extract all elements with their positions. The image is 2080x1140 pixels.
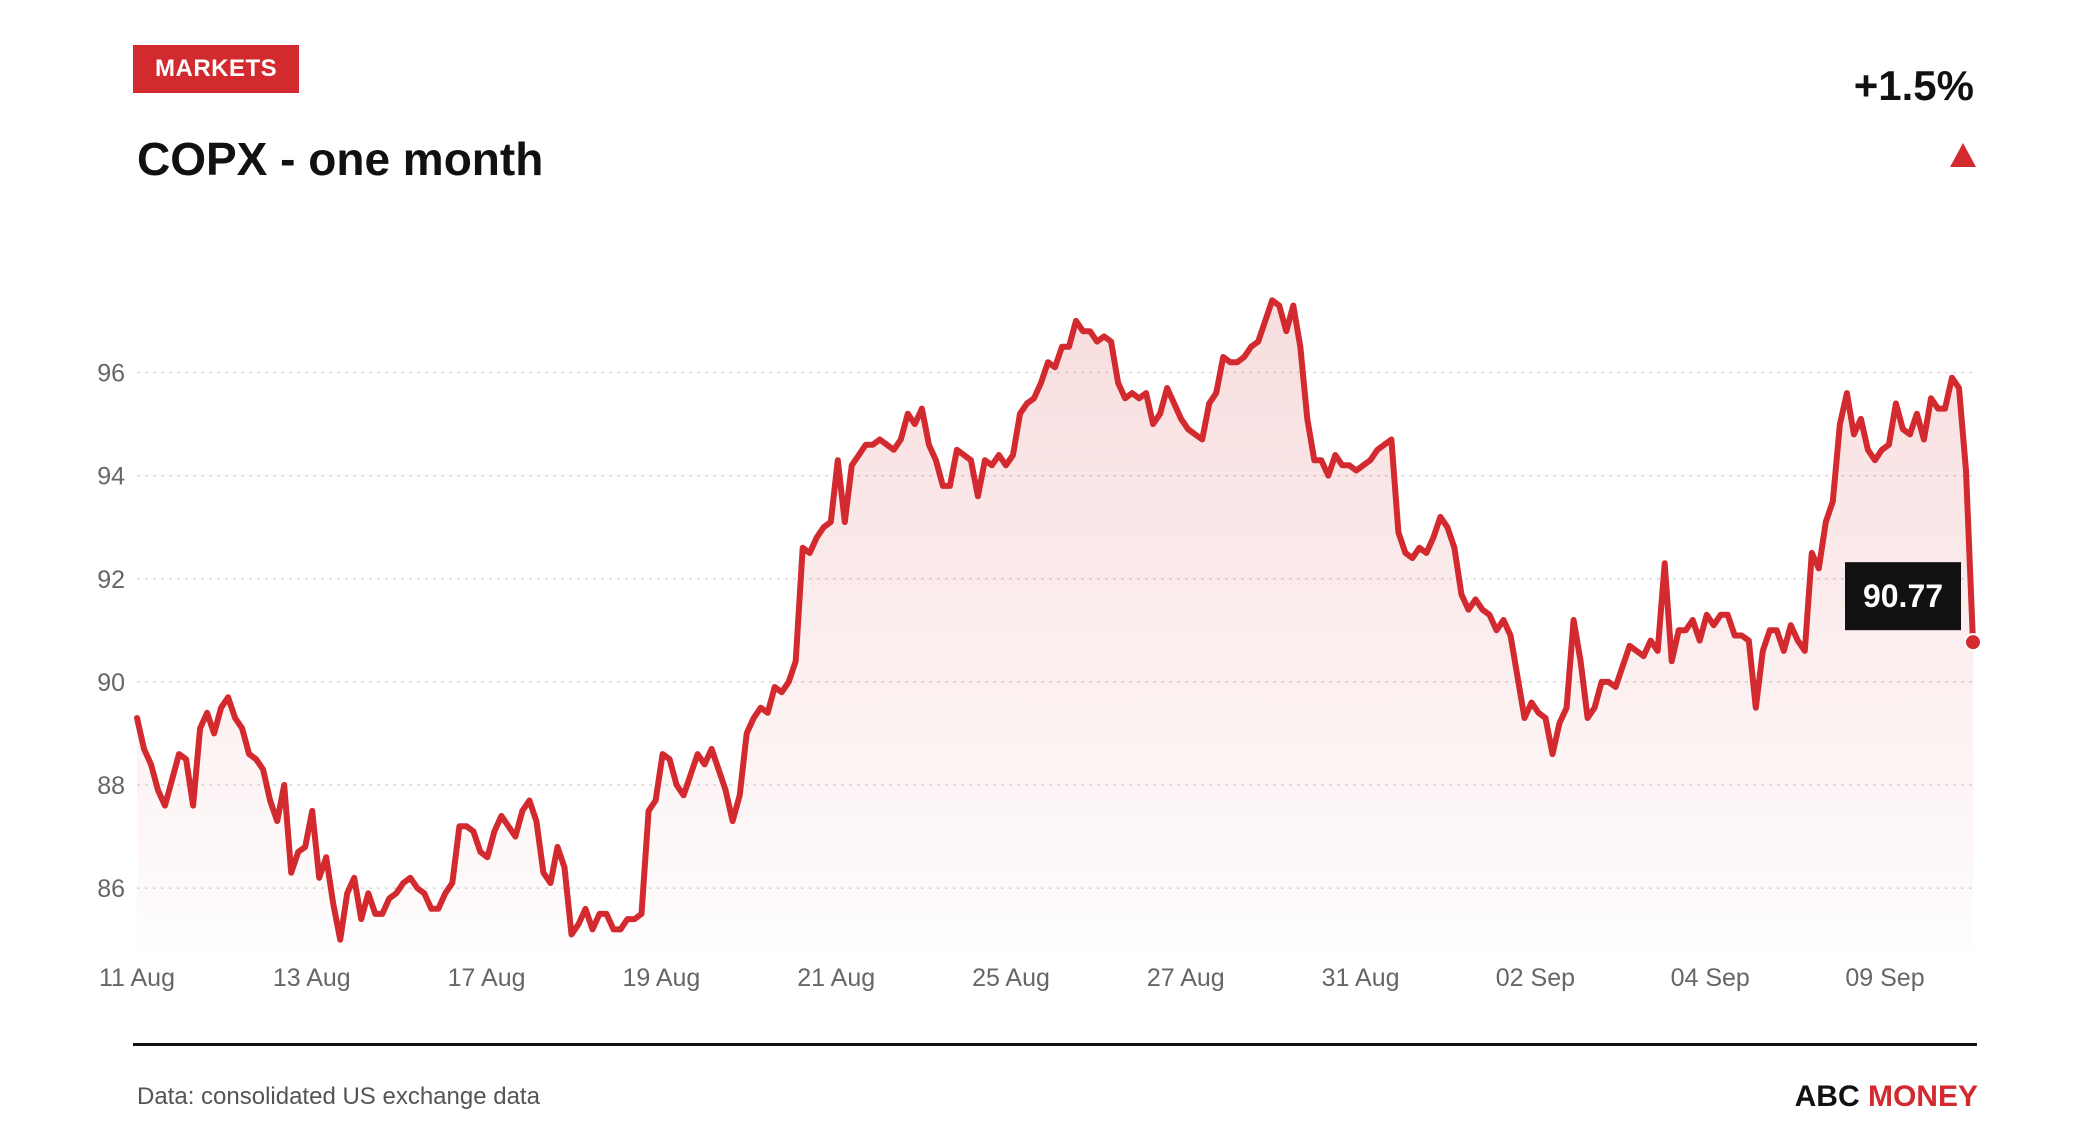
- y-tick-label: 96: [97, 360, 125, 388]
- price-chart: 86 88 90 92 94 96 11 Aug 13 Aug 17 Aug 19 Aug 21 …: [97, 297, 1982, 992]
- x-tick-label: 19 Aug: [622, 964, 700, 992]
- x-tick-label: 17 Aug: [448, 964, 526, 992]
- brand-word-abc: ABC: [1794, 1080, 1860, 1113]
- price-line: [134, 297, 1976, 943]
- chart-title: COPX - one month: [137, 133, 544, 185]
- up-triangle-icon: [1950, 143, 1976, 167]
- price-area: [137, 300, 1973, 950]
- percent-change: +1.5%: [1853, 62, 1974, 109]
- y-tick-label: 86: [97, 875, 125, 903]
- last-value-label: 90.77: [1863, 578, 1943, 614]
- y-tick-label: 90: [97, 669, 125, 697]
- x-tick-label: 13 Aug: [273, 964, 351, 992]
- y-tick-label: 94: [97, 463, 125, 491]
- markets-badge: MARKETS: [133, 45, 300, 93]
- x-tick-label: 04 Sep: [1671, 964, 1750, 992]
- y-axis-ticks: 86 88 90 92 94 96: [97, 360, 125, 904]
- last-value-marker: [1964, 633, 1982, 652]
- y-tick-label: 88: [97, 772, 125, 800]
- x-tick-label: 21 Aug: [797, 964, 875, 992]
- x-tick-label: 25 Aug: [972, 964, 1050, 992]
- y-tick-label: 92: [97, 566, 125, 594]
- brand-logo: ABC MONEY: [1795, 1080, 1978, 1114]
- x-axis-ticks: 11 Aug 13 Aug 17 Aug 19 Aug 21 Aug 25 Aug 27 A…: [99, 964, 1925, 992]
- x-tick-label: 02 Sep: [1496, 964, 1575, 992]
- x-tick-label: 11 Aug: [99, 964, 175, 992]
- x-tick-label: 27 Aug: [1147, 964, 1225, 992]
- last-value-box: [1845, 562, 1961, 631]
- data-source-note: Data: consolidated US exchange data: [137, 1083, 540, 1110]
- last-value-callout: 90.77: [1845, 562, 1982, 652]
- brand-word-money: MONEY: [1867, 1080, 1978, 1113]
- x-tick-label: 31 Aug: [1322, 964, 1400, 992]
- footer-divider: [133, 1043, 1977, 1046]
- x-tick-label: 09 Sep: [1845, 964, 1924, 992]
